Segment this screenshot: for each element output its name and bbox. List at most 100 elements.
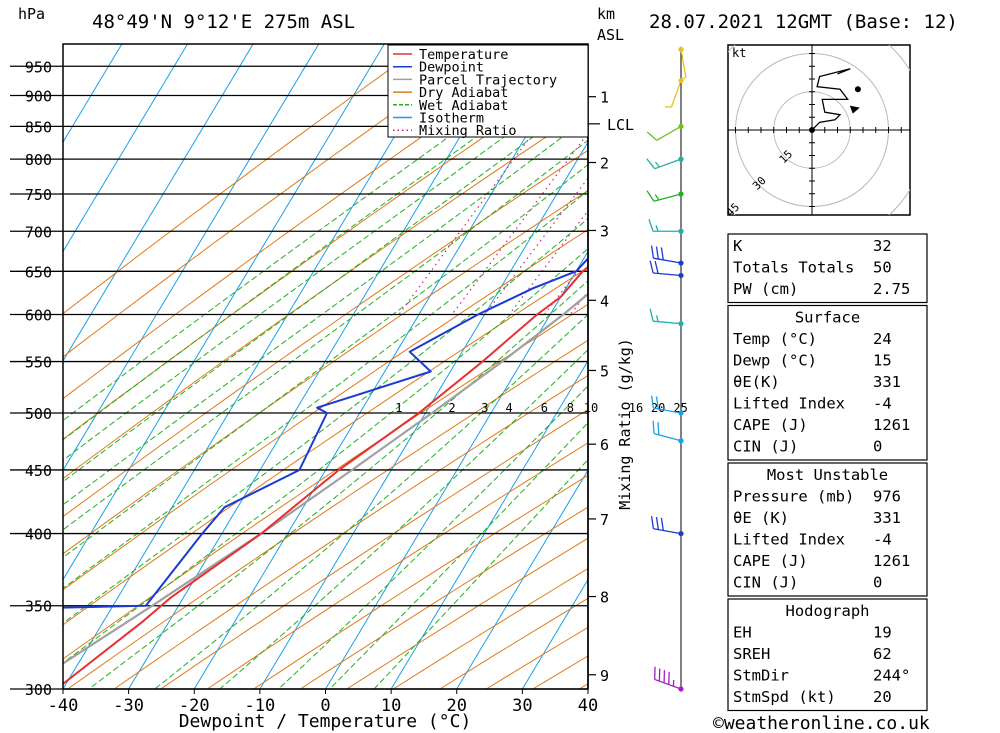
mixing-ratio-label: 2 (448, 401, 455, 415)
pressure-label: 300 (25, 681, 52, 699)
table-row-value: 32 (873, 237, 892, 255)
wind-barb (646, 190, 684, 202)
wind-barb (654, 666, 684, 692)
sounding-profiles (63, 257, 588, 686)
isotherm-line (63, 44, 188, 253)
isotherm-line (390, 359, 588, 689)
legend-entry-label: Dewpoint (419, 60, 484, 76)
mixing-ratio-label: 3 (481, 401, 488, 415)
wind-barb-flag (646, 158, 656, 170)
table-row-label: CIN (J) (733, 574, 798, 592)
storm-motion-arrow (849, 105, 860, 114)
dry-adiabat-line (63, 303, 588, 660)
dry-adiabat-line (63, 189, 588, 555)
wind-barb-shaft (653, 272, 682, 277)
most-unstable-table: Most Unstable Pressure (mb) 976 θE (K) 331 Li… (727, 462, 928, 597)
mixing-ratio-label: 16 (629, 401, 643, 415)
table-row-label: Lifted Index (733, 531, 845, 549)
wind-barb (649, 308, 684, 327)
table-box (727, 304, 928, 461)
wind-level-dot (678, 191, 684, 197)
table-row-label: SREH (733, 645, 770, 663)
table-row-value: 24 (873, 330, 892, 348)
table-row-value: 19 (873, 624, 892, 642)
wind-level-dot (678, 123, 684, 129)
wind-level-dot (678, 321, 684, 327)
wind-barb-flag (655, 516, 659, 530)
mixing-ratio-line (508, 209, 588, 315)
wind-level-dot (678, 156, 684, 162)
isotherm-line (63, 44, 320, 472)
wind-barb-flag (657, 422, 660, 435)
general-indices-table: K 32 Totals Totals 50 PW (cm) 2.75 (727, 233, 928, 304)
isotherm-line (63, 44, 451, 689)
temperature-tick-label: -40 (48, 696, 79, 716)
km-tick-label: 8 (600, 589, 609, 607)
table-title: Most Unstable (767, 466, 888, 484)
wind-barb-flag (646, 190, 655, 202)
table-row-value: 1261 (873, 416, 910, 434)
isotherm-line (193, 44, 582, 689)
wind-barb-flag (660, 517, 664, 531)
pressure-label: 850 (25, 118, 52, 136)
legend-entry-label: Wet Adiabat (419, 98, 508, 114)
legend-entry-label: Parcel Trajectory (419, 72, 557, 88)
pressure-unit-label: hPa (18, 5, 45, 23)
indices-tables: K 32 Totals Totals 50 PW (cm) 2.75 Surface Temp… (727, 233, 928, 712)
wind-level-dot (678, 260, 684, 266)
table-box (727, 598, 928, 712)
wind-barb (678, 46, 687, 81)
mixing-ratio-line (484, 177, 588, 315)
surface-indices-table: Surface Temp (°C) 24 Dewp (°C) 15 θE(K) 331 Lif… (727, 304, 928, 461)
wind-barb (649, 260, 684, 279)
isotherm-line (325, 250, 588, 689)
legend-box (387, 44, 589, 138)
dry-adiabat-line (63, 266, 588, 626)
wind-level-dot (678, 438, 684, 444)
hodograph-trace (811, 68, 851, 131)
table-row-label: StmSpd (kt) (733, 688, 836, 706)
wind-barb-flag (649, 308, 654, 322)
pressure-label: 450 (25, 462, 52, 480)
wind-barb-shaft (654, 678, 682, 690)
wind-barb-flag (650, 245, 655, 259)
table-box (727, 233, 928, 304)
pressure-tick-labels: 300 350 400 450 500 550 600 650 700 750 800 850 900 9… (25, 58, 52, 699)
table-row-label: Dewp (°C) (733, 352, 817, 370)
dry-adiabat-line (113, 374, 588, 689)
pressure-label: 600 (25, 307, 52, 325)
lcl-label: LCL (607, 116, 634, 134)
legend-entry-label: Isotherm (419, 111, 484, 127)
wind-barb-flag (649, 260, 654, 274)
wind-barb-half-flag (654, 194, 660, 201)
table-row-value: 0 (873, 574, 882, 592)
table-row-label: CAPE (J) (733, 416, 808, 434)
wind-barb-half-flag (655, 315, 659, 322)
wind-level-dot (678, 46, 684, 53)
table-row-label: Totals Totals (733, 259, 854, 277)
wind-level-dot (678, 228, 684, 234)
temperature-tick-label: 30 (512, 696, 532, 716)
table-row-label: Lifted Index (733, 395, 845, 413)
wind-barb (650, 395, 684, 416)
isotherm-line (63, 44, 385, 581)
wind-barb-shaft (670, 80, 682, 108)
pressure-label: 700 (25, 223, 52, 241)
km-tick-label: 7 (600, 511, 609, 529)
wind-barb-shaft (653, 257, 682, 264)
table-title: Hodograph (786, 602, 870, 620)
wind-barb-flag (646, 131, 658, 141)
isotherm-line (521, 578, 588, 689)
wet-adiabat-line (373, 458, 588, 689)
wind-barb-shaft (680, 49, 687, 78)
wind-barb-half-flag (679, 76, 687, 81)
pressure-label: 650 (25, 263, 52, 281)
table-row-value: 1261 (873, 552, 910, 570)
wind-barb (652, 420, 684, 444)
wind-barb-shaft (656, 125, 682, 141)
wind-barb (646, 123, 684, 141)
pressure-label: 350 (25, 598, 52, 616)
